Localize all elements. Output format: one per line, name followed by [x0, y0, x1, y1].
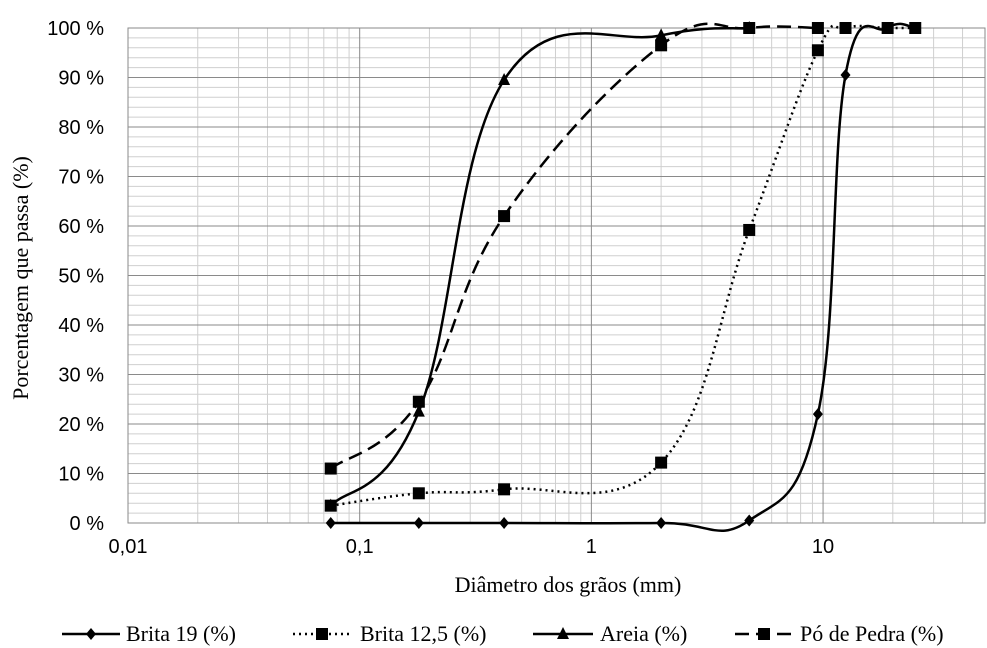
legend-label: Pó de Pedra (%): [800, 621, 944, 646]
legend-marker-diamond: [86, 628, 96, 640]
y-tick-label: 0 %: [70, 513, 105, 535]
series-line: [330, 22, 916, 533]
y-tick-label: 30 %: [58, 365, 104, 387]
legend-item: Brita 12,5 (%): [293, 621, 486, 646]
x-tick-label: 0,01: [109, 536, 148, 558]
data-point-square: [881, 22, 894, 34]
data-point-square: [811, 44, 824, 57]
y-axis-tick-labels: 0 % 10 % 20 % 30 % 40 % 50 % 60 % 70 % 80 % 90 % 1…: [47, 18, 104, 535]
legend: Brita 19 (%) Brita 12,5 (%) Areia (%) Pó de…: [62, 621, 944, 646]
data-point-square: [655, 456, 668, 469]
legend-item: Brita 19 (%): [62, 621, 236, 646]
legend-marker-square: [316, 628, 328, 640]
data-point-square: [655, 39, 668, 52]
data-point-diamond: [656, 517, 667, 529]
data-point-square: [839, 22, 852, 34]
legend-marker-triangle: [557, 627, 569, 639]
y-tick-label: 80 %: [58, 117, 104, 139]
legend-label: Brita 19 (%): [126, 621, 236, 646]
data-point-square: [412, 395, 425, 408]
data-point-diamond: [744, 514, 755, 527]
x-tick-label: 0,1: [346, 536, 374, 558]
data-point-square: [743, 223, 756, 236]
data-point-diamond: [325, 517, 336, 529]
x-axis-tick-labels: 0,01 0,1 1 10: [109, 536, 835, 558]
x-axis-title: Diâmetro dos grãos (mm): [455, 572, 682, 597]
data-point-square: [324, 462, 337, 475]
series-layer: [324, 21, 922, 533]
data-point-square: [498, 483, 511, 496]
y-tick-label: 70 %: [58, 167, 104, 189]
y-tick-label: 20 %: [58, 414, 104, 436]
x-tick-label: 10: [812, 536, 834, 558]
y-tick-label: 100 %: [47, 18, 104, 40]
y-tick-label: 10 %: [58, 464, 104, 486]
data-point-square: [412, 487, 425, 500]
data-point-diamond: [499, 517, 510, 529]
data-point-triangle: [324, 498, 337, 511]
legend-item: Areia (%): [533, 621, 687, 646]
series-4: [324, 22, 824, 475]
data-point-square: [811, 22, 824, 34]
data-point-diamond: [840, 69, 851, 82]
y-tick-label: 50 %: [58, 266, 104, 288]
data-point-diamond: [812, 408, 823, 421]
series-2: [324, 22, 922, 512]
data-point-square: [743, 22, 756, 34]
legend-label: Brita 12,5 (%): [360, 621, 486, 646]
legend-label: Areia (%): [600, 621, 687, 646]
data-point-square: [498, 210, 511, 223]
y-tick-label: 90 %: [58, 68, 104, 90]
y-tick-label: 60 %: [58, 216, 104, 238]
data-point-square: [909, 22, 922, 34]
legend-item: Pó de Pedra (%): [735, 621, 944, 646]
x-tick-label: 1: [586, 536, 597, 558]
y-axis-title: Porcentagem que passa (%): [8, 156, 33, 400]
data-point-triangle: [498, 72, 511, 85]
data-point-diamond: [413, 517, 424, 529]
legend-marker-square: [758, 628, 770, 640]
y-tick-label: 40 %: [58, 315, 104, 337]
data-point-triangle: [655, 28, 668, 41]
data-point-triangle: [412, 404, 425, 417]
